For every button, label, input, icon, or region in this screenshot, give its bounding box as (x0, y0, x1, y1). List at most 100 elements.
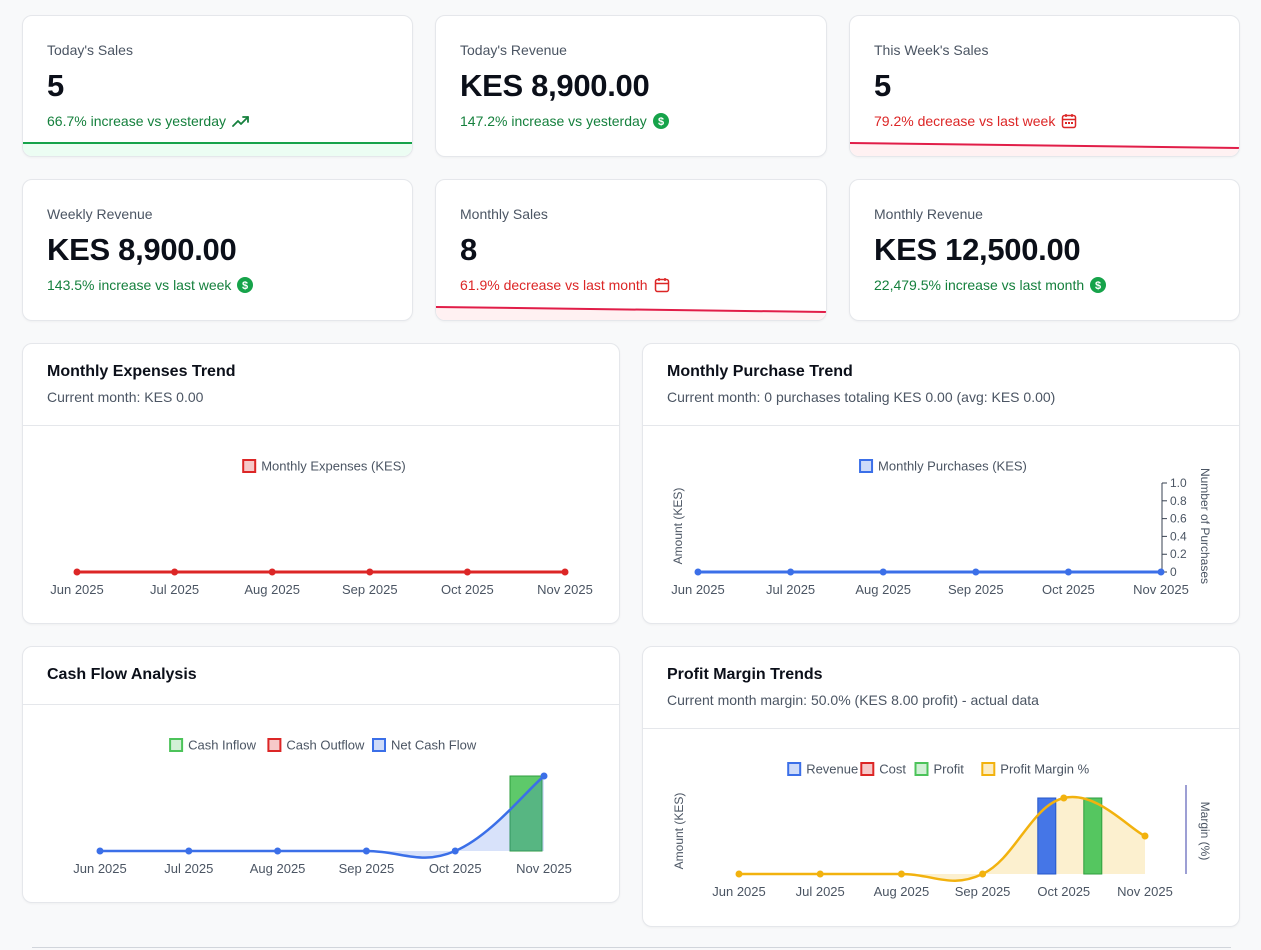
y-axis-label: Amount (KES) (671, 488, 685, 565)
data-point (362, 847, 370, 855)
stat-label: Monthly Revenue (874, 206, 983, 222)
legend-label: Cost (879, 762, 906, 777)
x-tick-label: Sep 2025 (342, 582, 398, 597)
legend-swatch (169, 738, 184, 752)
legend-label: Revenue (806, 762, 858, 777)
x-tick-label: Jul 2025 (164, 861, 213, 876)
legend-label: Profit (934, 762, 965, 777)
stat-value: 5 (874, 68, 891, 103)
x-tick-label: Jul 2025 (766, 582, 815, 597)
stat-change-text: 147.2% increase vs yesterday (460, 113, 647, 129)
net-line (100, 775, 545, 859)
profit-bar (1083, 797, 1103, 875)
x-tick-label: Aug 2025 (250, 861, 306, 876)
expenses-panel: Monthly Expenses Trend Current month: KE… (22, 343, 620, 624)
x-tick-label: Oct 2025 (441, 582, 494, 597)
purchases-chart: Monthly Purchases (KES) Amount (KES) 1.0 0.… (671, 459, 1212, 598)
panel-title: Monthly Expenses Trend (47, 363, 236, 380)
stat-label: Monthly Sales (460, 206, 548, 222)
y2-tick-label: 0.6 (1170, 512, 1187, 526)
y2-tick-label: 0.2 (1170, 547, 1187, 561)
y2-tick-label: 0 (1170, 565, 1177, 579)
data-point (366, 568, 374, 576)
margin-line (739, 795, 1146, 882)
x-tick-label: Jun 2025 (50, 582, 104, 597)
data-point (268, 568, 276, 576)
stat-change: 61.9% decrease vs last month (460, 277, 670, 293)
data-point (451, 847, 459, 855)
dollar-icon: $ (237, 277, 254, 293)
x-tick-label: Sep 2025 (339, 861, 395, 876)
net-area (100, 776, 544, 858)
legend-swatch (372, 738, 386, 752)
x-tick-label: Oct 2025 (429, 861, 482, 876)
panel-subtitle: Current month: 0 purchases totaling KES … (667, 389, 1056, 405)
sparkline (23, 142, 412, 156)
divider (23, 425, 619, 426)
panel-subtitle: Current month: KES 0.00 (47, 389, 204, 405)
stat-change-text: 66.7% increase vs yesterday (47, 113, 226, 129)
data-point (185, 847, 193, 855)
x-tick-label: Nov 2025 (1133, 582, 1189, 597)
y2-tick-label: 0.8 (1170, 494, 1187, 508)
x-tick-label: Jun 2025 (73, 861, 127, 876)
y2-axis-label: Number of Purchases (1198, 468, 1212, 584)
data-point (463, 568, 471, 576)
stat-change-text: 143.5% increase vs last week (47, 277, 232, 293)
stat-change-text: 22,479.5% increase vs last month (874, 277, 1085, 293)
stat-change: 22,479.5% increase vs last month $ (874, 277, 1107, 293)
legend-label: Net Cash Flow (391, 738, 477, 753)
divider (643, 728, 1239, 729)
sparkline (436, 306, 826, 320)
stat-value: KES 8,900.00 (460, 68, 650, 103)
dollar-icon: $ (652, 113, 669, 129)
divider (23, 704, 619, 705)
divider (643, 425, 1239, 426)
x-tick-label: Sep 2025 (955, 884, 1011, 899)
stat-card: Today's Sales 5 66.7% increase vs yester… (22, 15, 413, 157)
x-tick-label: Sep 2025 (948, 582, 1004, 597)
svg-text:$: $ (1095, 280, 1101, 292)
legend-swatch (860, 762, 875, 776)
data-point (73, 568, 81, 576)
data-point (1064, 568, 1072, 576)
x-tick-label: Aug 2025 (874, 884, 930, 899)
margin-chart: Revenue Cost Profit Profit Margin % Amount (… (672, 762, 1212, 900)
calendar-icon (1062, 114, 1077, 129)
panel-title: Cash Flow Analysis (47, 666, 197, 683)
x-tick-label: Jul 2025 (796, 884, 845, 899)
stat-card: Today's Revenue KES 8,900.00 147.2% incr… (435, 15, 827, 157)
x-tick-label: Aug 2025 (855, 582, 911, 597)
data-point (561, 568, 569, 576)
svg-text:$: $ (658, 116, 664, 128)
x-tick-label: Oct 2025 (1037, 884, 1090, 899)
margin-panel: Profit Margin Trends Current month margi… (642, 646, 1240, 927)
purchases-panel: Monthly Purchase Trend Current month: 0 … (642, 343, 1240, 624)
x-tick-label: Oct 2025 (1042, 582, 1095, 597)
stat-label: Today's Sales (47, 42, 133, 58)
x-tick-label: Nov 2025 (1117, 884, 1173, 899)
cashflow-chart: Cash Inflow Cash Outflow Net Cash Flow Jun … (73, 738, 572, 877)
x-tick-label: Jul 2025 (150, 582, 199, 597)
stat-label: This Week's Sales (874, 42, 989, 58)
stat-change: 66.7% increase vs yesterday (47, 113, 250, 129)
data-point (171, 568, 179, 576)
data-point (96, 847, 104, 855)
data-point (1060, 794, 1068, 802)
y-axis-label: Amount (KES) (672, 793, 686, 870)
stat-change-text: 79.2% decrease vs last week (874, 113, 1056, 129)
svg-text:$: $ (242, 280, 248, 292)
stat-card: Weekly Revenue KES 8,900.00 143.5% incre… (22, 179, 413, 321)
data-point (879, 568, 887, 576)
legend-label: Cash Outflow (286, 738, 365, 753)
legend-swatch (242, 459, 257, 473)
x-tick-label: Jun 2025 (712, 884, 766, 899)
x-tick-label: Nov 2025 (516, 861, 572, 876)
data-point (1141, 832, 1149, 840)
legend-label: Monthly Expenses (KES) (261, 459, 406, 474)
stat-change: 143.5% increase vs last week $ (47, 277, 254, 293)
data-point (979, 870, 987, 878)
legend-label: Profit Margin % (1000, 762, 1089, 777)
x-tick-label: Nov 2025 (537, 582, 593, 597)
footer-divider (32, 947, 1231, 948)
